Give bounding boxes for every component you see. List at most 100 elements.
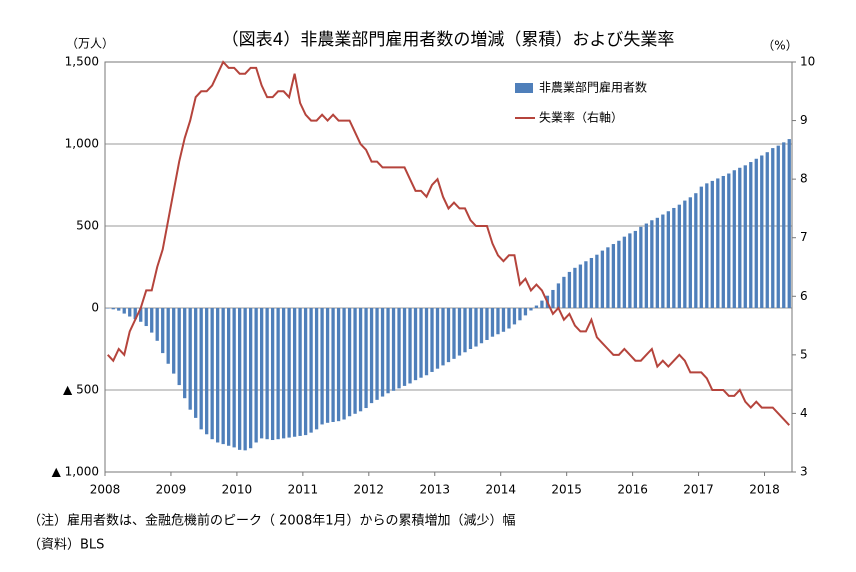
bar	[413, 308, 418, 381]
note: （注）雇用者数は、金融危機前のピーク（ 2008年1月）からの累積増加（減少）幅	[28, 513, 516, 529]
x-tick-label: 2018	[749, 483, 780, 497]
bar	[347, 308, 352, 417]
bar	[336, 308, 341, 422]
y2-tick-label: 3	[800, 465, 808, 479]
bar	[644, 223, 649, 308]
bar	[303, 308, 308, 436]
bar	[782, 142, 786, 308]
bar	[265, 308, 269, 440]
y-tick-label: 0	[91, 301, 99, 315]
bar	[606, 247, 610, 308]
y-tick-label: 1,500	[65, 55, 99, 69]
bar	[677, 204, 681, 308]
bar	[705, 183, 709, 308]
bar	[408, 308, 412, 384]
bar	[430, 308, 434, 372]
bar	[111, 308, 115, 310]
bar	[419, 308, 423, 378]
bar	[721, 175, 725, 308]
bar	[551, 289, 555, 308]
bar	[238, 308, 242, 450]
bar	[221, 308, 225, 445]
bar	[573, 267, 577, 308]
bar	[501, 308, 506, 332]
bar	[463, 308, 467, 353]
bar	[281, 308, 286, 439]
bar	[584, 261, 588, 308]
bar	[468, 308, 473, 349]
x-tick-label: 2010	[222, 483, 253, 497]
bar	[150, 308, 154, 333]
bar	[485, 308, 489, 340]
bar	[232, 308, 236, 448]
y-tick-label: 500	[76, 219, 99, 233]
bar	[435, 308, 440, 369]
bar	[699, 186, 703, 308]
bar	[639, 226, 643, 308]
bar	[523, 308, 528, 316]
bar	[694, 193, 698, 308]
bar	[353, 308, 357, 414]
bar	[117, 308, 121, 311]
bar	[754, 158, 758, 308]
bar	[227, 308, 231, 446]
x-tick-label: 2009	[156, 483, 187, 497]
bar	[738, 167, 742, 308]
bar	[248, 308, 253, 449]
bar	[106, 308, 110, 309]
bar	[172, 308, 176, 374]
bar	[364, 308, 368, 409]
bar	[650, 220, 654, 308]
source: （資料）BLS	[28, 538, 104, 553]
x-tick-label: 2013	[419, 483, 450, 497]
bar	[397, 308, 401, 389]
bar	[210, 308, 214, 440]
y-tick-label: ▲ 500	[63, 383, 99, 397]
bar	[320, 308, 324, 425]
bar	[595, 254, 599, 308]
x-tick-label: 2015	[551, 483, 582, 497]
bar	[776, 145, 780, 308]
bar	[331, 308, 335, 422]
y2-tick-label: 7	[800, 230, 808, 244]
bar	[496, 308, 500, 335]
bar	[490, 308, 495, 337]
bar	[743, 165, 747, 308]
bar	[771, 148, 775, 308]
y2-tick-label: 8	[800, 172, 808, 186]
bar	[287, 308, 291, 438]
bar	[716, 178, 720, 308]
y-tick-label: ▲ 1,000	[52, 465, 99, 479]
bar	[727, 173, 731, 308]
bar	[617, 240, 621, 308]
bar	[479, 308, 484, 344]
y-axis-label: （万人）	[66, 37, 114, 51]
bar	[309, 308, 313, 433]
bar	[314, 308, 319, 430]
bar	[628, 233, 632, 308]
bar	[633, 230, 638, 308]
bar	[507, 308, 511, 329]
bar	[144, 308, 148, 327]
bar	[292, 308, 297, 437]
bar	[732, 170, 736, 308]
x-tick-label: 2011	[288, 483, 319, 497]
y2-tick-label: 4	[800, 406, 808, 420]
bar	[622, 236, 627, 308]
bar	[391, 308, 396, 391]
bar	[534, 305, 539, 308]
bar	[402, 308, 407, 386]
y2-tick-label: 9	[800, 113, 808, 127]
bar	[457, 308, 462, 356]
bar	[600, 250, 605, 308]
bar	[276, 308, 280, 440]
bar	[128, 308, 132, 317]
bar	[666, 211, 670, 308]
bar	[562, 276, 566, 308]
bar	[161, 308, 165, 354]
bar	[199, 308, 203, 430]
bar	[452, 308, 456, 359]
bar	[205, 308, 209, 435]
bar	[254, 308, 258, 443]
bar	[188, 308, 192, 410]
